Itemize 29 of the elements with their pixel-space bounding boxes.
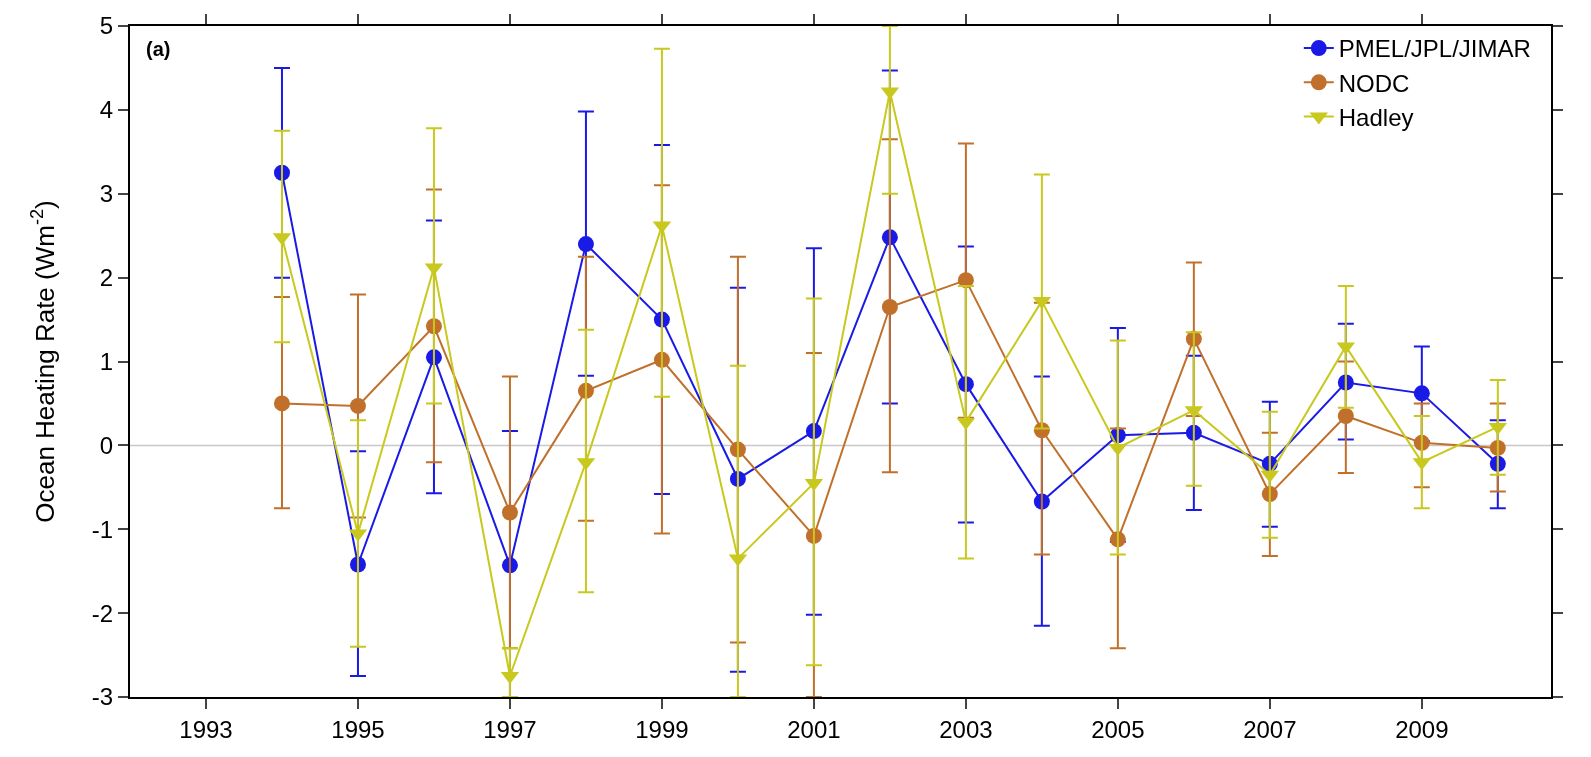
- x-tick-label: 2003: [939, 715, 993, 743]
- point: [501, 504, 518, 521]
- y-tick-label: 0: [99, 431, 114, 459]
- point: [273, 395, 290, 412]
- point: [881, 298, 898, 315]
- point: [349, 397, 366, 414]
- y-tick-label: 2: [99, 264, 114, 292]
- legend-label: NODC: [1338, 69, 1410, 97]
- y-tick-label: -2: [91, 599, 114, 627]
- x-tick-label: 1997: [483, 715, 537, 743]
- x-tick-label: 1999: [635, 715, 689, 743]
- y-tick-label: 1: [99, 347, 114, 375]
- x-tick-label: 1993: [179, 715, 233, 743]
- legend-label: Hadley: [1338, 103, 1414, 131]
- x-tick-label: 2005: [1091, 715, 1145, 743]
- point: [1337, 408, 1354, 425]
- y-tick-label: -1: [91, 515, 114, 543]
- point: [577, 236, 594, 253]
- x-tick-label: 1995: [331, 715, 385, 743]
- y-tick-label: 5: [99, 12, 114, 40]
- point: [1413, 385, 1430, 402]
- x-tick-label: 2009: [1395, 715, 1449, 743]
- annotation: (a): [146, 38, 171, 60]
- x-tick-label: 2001: [787, 715, 841, 743]
- y-tick-label: 3: [99, 180, 114, 208]
- y-tick-label: -3: [91, 683, 114, 711]
- x-tick-label: 2007: [1243, 715, 1297, 743]
- y-tick-label: 4: [99, 96, 114, 124]
- legend-label: PMEL/JPL/JIMAR: [1338, 35, 1531, 63]
